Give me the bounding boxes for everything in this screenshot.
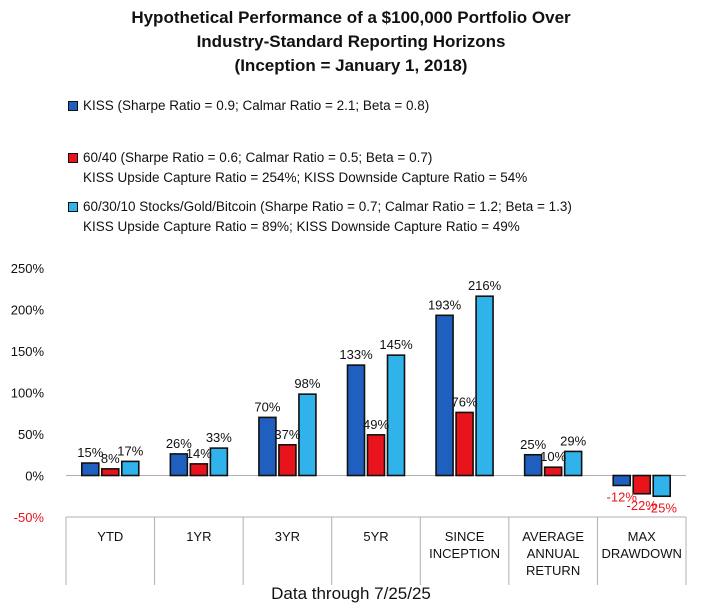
y-tick-label: 50% <box>18 427 44 442</box>
x-tick-label: INCEPTION <box>429 546 500 561</box>
bar-60-40-3 <box>366 434 386 477</box>
bar-60-30-10-stocks-gold-bitcoin-1 <box>209 447 229 477</box>
data-label: 15% <box>77 445 103 460</box>
bar-60-30-10-stocks-gold-bitcoin-3 <box>386 354 406 477</box>
x-tick-label: 5YR <box>363 529 388 544</box>
data-label: 70% <box>254 399 280 414</box>
data-label: 216% <box>468 278 502 293</box>
data-label: 49% <box>363 417 389 432</box>
bar-kiss-4 <box>435 314 454 477</box>
chart-title-line-1: Hypothetical Performance of a $100,000 P… <box>131 8 571 27</box>
data-label: 26% <box>166 436 192 451</box>
bar-60-30-10-stocks-gold-bitcoin-6 <box>652 474 672 498</box>
bar-60-40-5 <box>543 466 563 477</box>
legend-swatch-60-40 <box>68 153 78 163</box>
x-tick-label: ANNUAL <box>527 546 580 561</box>
chart-title-line-3: (Inception = January 1, 2018) <box>234 56 468 75</box>
x-tick-label: YTD <box>97 529 123 544</box>
bar-60-40-0 <box>100 468 120 477</box>
y-tick-label: -50% <box>14 510 45 525</box>
x-tick-label: DRAWDOWN <box>602 546 682 561</box>
bar-kiss-5 <box>523 453 543 477</box>
x-tick-label: 1YR <box>186 529 211 544</box>
bar-kiss-1 <box>169 453 189 477</box>
bar-60-30-10-stocks-gold-bitcoin-4 <box>475 295 494 477</box>
data-label: 17% <box>117 443 143 458</box>
bar-60-30-10-stocks-gold-bitcoin-2 <box>298 393 317 477</box>
legend-label-60-30-10: 60/30/10 Stocks/Gold/Bitcoin (Sharpe Rat… <box>83 199 572 214</box>
y-tick-label: 150% <box>11 344 45 359</box>
legend-sub-60-40: KISS Upside Capture Ratio = 254%; KISS D… <box>83 170 528 185</box>
data-label: 8% <box>101 451 120 466</box>
x-tick-label: 3YR <box>275 529 300 544</box>
y-tick-label: 100% <box>11 386 45 401</box>
bar-60-40-2 <box>278 443 297 477</box>
data-label: 193% <box>428 297 462 312</box>
data-label: 133% <box>339 347 373 362</box>
bar-60-40-4 <box>455 411 474 477</box>
x-tick-label: SINCE <box>445 529 485 544</box>
footer-note: Data through 7/25/25 <box>271 584 431 603</box>
x-tick-label: MAX <box>628 529 657 544</box>
legend-swatch-60-30-10 <box>68 202 78 212</box>
data-label: 14% <box>186 446 212 461</box>
bar-chart: 250%200%150%100%50%0%-50%15%8%17% 26%14%3… <box>11 261 687 585</box>
data-label: -25% <box>647 500 678 515</box>
legend-label-kiss: KISS (Sharpe Ratio = 0.9; Calmar Ratio =… <box>83 98 430 113</box>
y-tick-label: 0% <box>25 469 44 484</box>
data-label: -22% <box>627 498 658 513</box>
data-label: 37% <box>274 427 300 442</box>
bar-kiss-0 <box>80 462 100 477</box>
data-label: 10% <box>540 449 566 464</box>
bar-kiss-2 <box>258 416 277 477</box>
bar-kiss-6 <box>612 474 632 487</box>
x-tick-label: AVERAGE <box>522 529 584 544</box>
bar-60-30-10-stocks-gold-bitcoin-5 <box>563 450 583 477</box>
y-tick-label: 250% <box>11 261 45 276</box>
bar-60-40-1 <box>189 463 209 477</box>
bar-kiss-3 <box>346 364 366 477</box>
y-tick-label: 200% <box>11 303 45 318</box>
data-label: 33% <box>206 430 232 445</box>
legend-label-60-40: 60/40 (Sharpe Ratio = 0.6; Calmar Ratio … <box>83 150 433 165</box>
data-label: 25% <box>520 437 546 452</box>
data-label: 145% <box>379 337 413 352</box>
legend-sub-60-30-10: KISS Upside Capture Ratio = 89%; KISS Do… <box>83 219 520 234</box>
bar-60-30-10-stocks-gold-bitcoin-0 <box>120 460 140 477</box>
data-label: 29% <box>560 433 586 448</box>
x-tick-label: RETURN <box>526 563 580 578</box>
chart-title-line-2: Industry-Standard Reporting Horizons <box>196 32 506 51</box>
data-label: -12% <box>607 489 638 504</box>
bar-60-40-6 <box>632 474 652 495</box>
legend-swatch-kiss <box>68 101 78 111</box>
data-label: 98% <box>294 376 320 391</box>
data-label: 76% <box>452 394 478 409</box>
